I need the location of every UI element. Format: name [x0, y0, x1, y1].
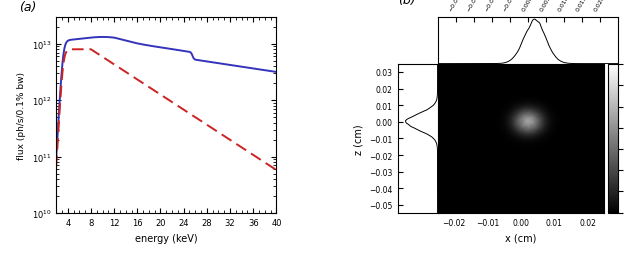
Text: (b): (b) [398, 0, 416, 7]
X-axis label: energy (keV): energy (keV) [135, 233, 198, 243]
Text: (a): (a) [19, 1, 36, 14]
Y-axis label: z (cm): z (cm) [354, 124, 364, 154]
X-axis label: x (cm): x (cm) [505, 233, 537, 243]
Y-axis label: flux (ph/s/0.1% bw): flux (ph/s/0.1% bw) [17, 72, 26, 160]
